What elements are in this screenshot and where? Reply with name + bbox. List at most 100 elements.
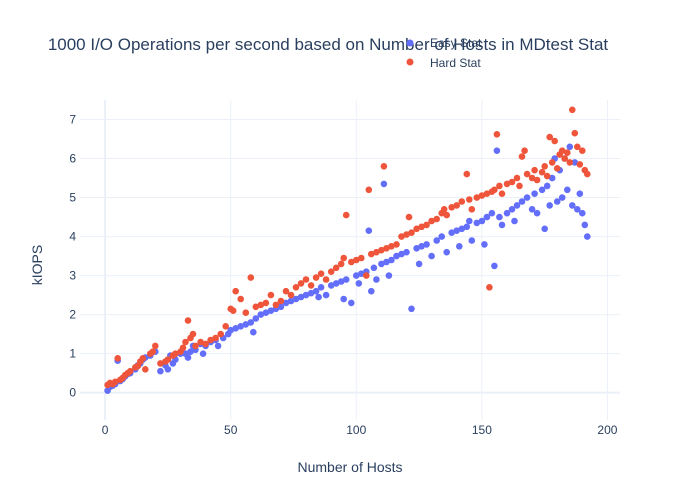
data-point[interactable]: [247, 319, 255, 326]
data-point[interactable]: [548, 174, 556, 182]
data-point[interactable]: [496, 182, 503, 190]
data-point[interactable]: [448, 229, 456, 236]
data-point[interactable]: [458, 198, 466, 205]
data-point[interactable]: [262, 309, 270, 317]
data-point[interactable]: [307, 282, 315, 289]
data-point[interactable]: [184, 354, 192, 361]
data-point[interactable]: [272, 301, 280, 309]
data-point[interactable]: [543, 172, 551, 180]
data-point[interactable]: [192, 342, 199, 350]
data-point[interactable]: [491, 186, 498, 194]
data-point[interactable]: [157, 367, 164, 375]
data-point[interactable]: [383, 258, 390, 266]
data-point[interactable]: [179, 344, 187, 352]
data-point[interactable]: [142, 366, 149, 373]
data-point[interactable]: [207, 336, 214, 344]
data-point[interactable]: [564, 149, 571, 156]
data-point[interactable]: [538, 168, 546, 176]
data-point[interactable]: [493, 131, 501, 138]
data-point[interactable]: [579, 147, 586, 154]
data-point[interactable]: [358, 254, 365, 262]
data-point[interactable]: [456, 243, 463, 250]
data-point[interactable]: [340, 254, 348, 262]
data-point[interactable]: [237, 295, 244, 303]
data-point[interactable]: [579, 209, 586, 217]
data-point[interactable]: [468, 237, 476, 244]
data-point[interactable]: [463, 223, 471, 231]
data-point[interactable]: [516, 182, 523, 190]
data-point[interactable]: [405, 213, 413, 221]
data-point[interactable]: [114, 355, 121, 362]
data-point[interactable]: [398, 233, 405, 240]
data-point[interactable]: [413, 225, 420, 233]
data-point[interactable]: [478, 217, 486, 225]
data-point[interactable]: [458, 225, 466, 233]
data-point[interactable]: [508, 206, 516, 213]
data-point[interactable]: [149, 348, 157, 356]
data-point[interactable]: [355, 280, 363, 287]
data-point[interactable]: [538, 186, 546, 194]
data-point[interactable]: [353, 272, 360, 279]
data-point[interactable]: [237, 323, 244, 330]
data-point[interactable]: [370, 264, 378, 272]
data-point[interactable]: [503, 209, 511, 217]
data-point[interactable]: [337, 278, 345, 285]
data-point[interactable]: [481, 241, 488, 248]
data-point[interactable]: [302, 276, 310, 283]
data-point[interactable]: [368, 287, 375, 295]
data-point[interactable]: [287, 291, 295, 299]
data-point[interactable]: [252, 315, 260, 322]
data-point[interactable]: [448, 204, 456, 211]
data-point[interactable]: [187, 348, 194, 356]
data-point[interactable]: [528, 206, 536, 213]
data-point[interactable]: [342, 211, 350, 219]
data-point[interactable]: [337, 260, 345, 268]
data-point[interactable]: [297, 280, 305, 287]
data-point[interactable]: [282, 287, 290, 295]
data-point[interactable]: [184, 317, 192, 324]
data-point[interactable]: [553, 198, 561, 205]
data-point[interactable]: [252, 303, 260, 311]
data-point[interactable]: [257, 301, 265, 309]
data-point[interactable]: [518, 198, 526, 205]
data-point[interactable]: [365, 186, 373, 194]
data-point[interactable]: [468, 206, 476, 213]
data-point[interactable]: [415, 260, 423, 268]
data-point[interactable]: [408, 229, 415, 236]
data-point[interactable]: [373, 248, 380, 256]
data-point[interactable]: [466, 217, 473, 225]
data-point[interactable]: [322, 276, 330, 283]
data-point[interactable]: [164, 366, 172, 373]
data-point[interactable]: [317, 270, 325, 278]
data-point[interactable]: [388, 243, 395, 250]
data-point[interactable]: [546, 202, 553, 209]
data-point[interactable]: [503, 180, 511, 188]
data-point[interactable]: [292, 284, 300, 291]
data-point[interactable]: [393, 252, 400, 260]
data-point[interactable]: [157, 360, 164, 367]
data-point[interactable]: [398, 250, 405, 258]
data-point[interactable]: [312, 274, 320, 281]
data-point[interactable]: [332, 264, 340, 272]
data-point[interactable]: [388, 256, 395, 264]
data-point[interactable]: [403, 231, 410, 238]
data-point[interactable]: [463, 170, 471, 178]
data-point[interactable]: [227, 326, 234, 334]
data-point[interactable]: [564, 186, 571, 194]
data-point[interactable]: [576, 161, 584, 168]
data-point[interactable]: [277, 303, 285, 311]
data-point[interactable]: [584, 233, 591, 240]
data-point[interactable]: [378, 260, 385, 268]
data-point[interactable]: [363, 272, 370, 279]
data-point[interactable]: [302, 291, 310, 299]
data-point[interactable]: [496, 213, 503, 221]
data-point[interactable]: [358, 270, 365, 278]
data-point[interactable]: [483, 213, 491, 221]
data-point[interactable]: [478, 192, 486, 199]
data-point[interactable]: [508, 178, 516, 186]
data-point[interactable]: [307, 289, 315, 297]
data-point[interactable]: [297, 293, 305, 301]
data-point[interactable]: [257, 311, 265, 318]
data-point[interactable]: [247, 274, 255, 281]
data-point[interactable]: [287, 297, 295, 305]
